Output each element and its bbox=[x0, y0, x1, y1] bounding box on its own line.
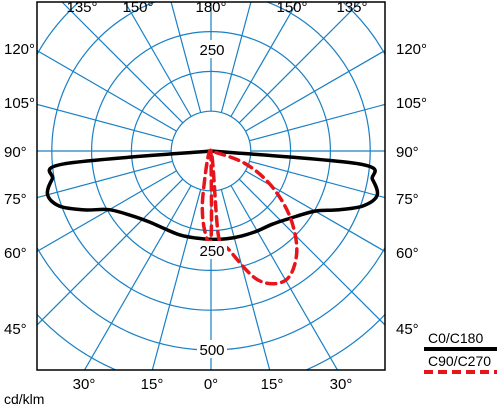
unit-label: cd/klm bbox=[4, 391, 44, 406]
angle-label-left-105: 105° bbox=[4, 95, 35, 112]
grid-spoke-75 bbox=[249, 160, 385, 199]
grid-spoke-315 bbox=[37, 178, 184, 326]
legend: C0/C180 C90/C270 bbox=[422, 328, 498, 374]
radial-label-bg-2 bbox=[197, 241, 227, 259]
grid-spoke-120 bbox=[245, 49, 385, 132]
radial-labels: 250 250 500 bbox=[197, 40, 227, 359]
angle-label-left-45: 45° bbox=[4, 321, 27, 338]
grid-spoke-195 bbox=[170, 2, 202, 113]
radial-label-bg-1 bbox=[197, 40, 227, 58]
grid-spoke-165 bbox=[220, 2, 252, 113]
series-curve-c90-c270 bbox=[200, 148, 299, 286]
angle-label-top-1: 135° bbox=[66, 0, 97, 16]
legend-label-c90: C90/C270 bbox=[428, 353, 491, 369]
angle-label-right-120: 120° bbox=[396, 41, 427, 58]
angle-label-right-45: 45° bbox=[396, 321, 419, 338]
grid-spoke-345 bbox=[151, 189, 202, 370]
angle-label-left-75: 75° bbox=[4, 191, 27, 208]
polar-grid bbox=[37, 2, 385, 370]
radial-label-1: 250 bbox=[199, 42, 224, 59]
grid-spoke-30 bbox=[230, 185, 339, 370]
angle-label-left-120: 120° bbox=[4, 41, 35, 58]
angle-label-bottom-3: 0° bbox=[204, 376, 218, 393]
grid-spoke-45 bbox=[238, 178, 385, 326]
plot-frame bbox=[36, 1, 386, 371]
angle-label-left-60: 60° bbox=[4, 245, 27, 262]
angle-label-right-105: 105° bbox=[396, 95, 427, 112]
angle-label-right-60: 60° bbox=[396, 245, 419, 262]
radial-label-bg-3 bbox=[197, 340, 227, 358]
angle-label-bottom-2: 15° bbox=[141, 376, 164, 393]
grid-spoke-210 bbox=[124, 2, 192, 117]
angle-label-bottom-5: 30° bbox=[330, 376, 353, 393]
series-curve-c0-c180 bbox=[45, 149, 380, 242]
angle-label-top-4: 150° bbox=[276, 0, 307, 16]
radial-label-3: 500 bbox=[199, 342, 224, 359]
angle-label-bottom-4: 15° bbox=[261, 376, 284, 393]
angle-labels: 135° 150° 180° 150° 135° 120° 105° 90° 7… bbox=[4, 0, 427, 393]
grid-spoke-105 bbox=[249, 103, 385, 142]
grid-spoke-150 bbox=[230, 2, 298, 117]
angle-label-left-90: 90° bbox=[4, 144, 27, 161]
angle-label-top-5: 135° bbox=[336, 0, 367, 16]
grid-spoke-330 bbox=[83, 185, 192, 370]
grid-spoke-255 bbox=[37, 103, 173, 142]
angle-label-top-3: 180° bbox=[195, 0, 226, 16]
grid-spoke-135 bbox=[238, 2, 361, 124]
series-layer bbox=[45, 148, 380, 286]
angle-label-bottom-1: 30° bbox=[73, 376, 96, 393]
angle-label-right-90: 90° bbox=[396, 144, 419, 161]
angle-label-top-2: 150° bbox=[122, 0, 153, 16]
grid-spoke-300 bbox=[37, 170, 177, 253]
radial-label-2: 250 bbox=[199, 243, 224, 260]
grid-spoke-225 bbox=[61, 2, 184, 124]
grid-spoke-15 bbox=[220, 189, 271, 370]
grid-spoke-240 bbox=[37, 49, 177, 132]
angle-label-right-75: 75° bbox=[396, 191, 419, 208]
grid-spoke-285 bbox=[37, 160, 173, 199]
grid-spoke-60 bbox=[245, 170, 385, 253]
legend-label-c0: C0/C180 bbox=[428, 330, 483, 346]
